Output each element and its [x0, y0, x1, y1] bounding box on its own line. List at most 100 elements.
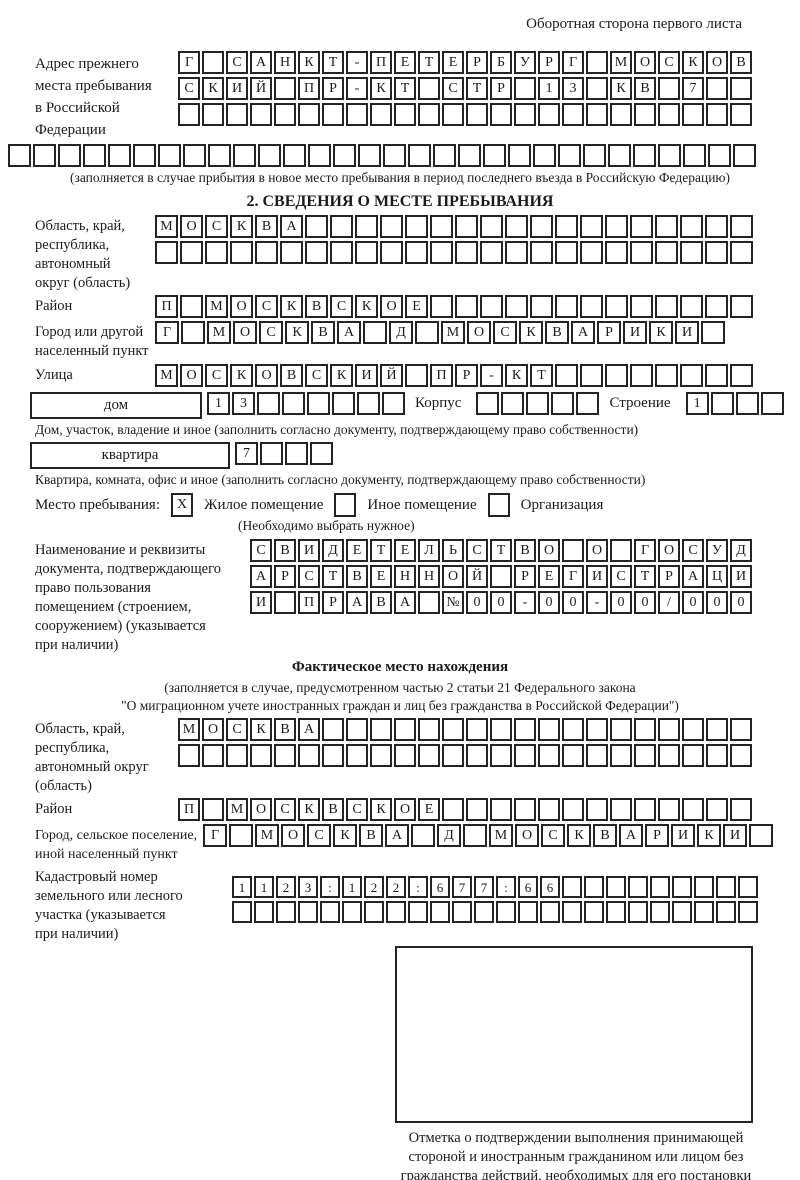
char-cell: [682, 103, 704, 126]
char-cell: 6: [540, 876, 560, 898]
char-cell: [202, 744, 224, 767]
char-cell: А: [280, 215, 303, 238]
prev-address-caption: (заполняется в случае прибытия в новое м…: [69, 170, 731, 185]
char-cell: К: [250, 718, 272, 741]
char-cell: [562, 103, 584, 126]
char-cell: М: [489, 824, 513, 847]
s2-gorod-label: Город или другой населенный пункт: [35, 324, 149, 359]
char-cell: [580, 241, 603, 264]
char-cell: П: [298, 591, 320, 614]
char-cell: [682, 798, 704, 821]
char-cell: [342, 901, 362, 923]
char-cell: 1: [232, 876, 252, 898]
char-cell: К: [230, 215, 253, 238]
inoe-checkbox: [334, 493, 357, 517]
char-cell: [558, 144, 581, 167]
char-cell: Т: [490, 539, 512, 562]
char-cell: [322, 103, 344, 126]
char-cell: [705, 215, 728, 238]
char-cell: [308, 144, 331, 167]
char-cell: [305, 241, 328, 264]
char-cell: П: [155, 295, 178, 318]
char-cell: [505, 295, 528, 318]
char-cell: [455, 241, 478, 264]
char-cell: [634, 103, 656, 126]
char-cell: [108, 144, 131, 167]
char-cell: 6: [518, 876, 538, 898]
char-cell: С: [493, 321, 517, 344]
char-cell: В: [514, 539, 536, 562]
char-cell: [490, 103, 512, 126]
char-cell: С: [346, 798, 368, 821]
char-cell: 2: [364, 876, 384, 898]
char-cell: [630, 241, 653, 264]
char-cell: [655, 241, 678, 264]
char-cell: [634, 718, 656, 741]
char-cell: [418, 77, 440, 100]
char-cell: [608, 144, 631, 167]
char-cell: К: [355, 295, 378, 318]
char-cell: 0: [610, 591, 632, 614]
char-cell: В: [545, 321, 569, 344]
char-cell: [680, 215, 703, 238]
char-cell: А: [682, 565, 704, 588]
char-cell: И: [355, 364, 378, 387]
char-cell: [738, 876, 758, 898]
char-cell: [655, 364, 678, 387]
char-cell: [178, 103, 200, 126]
char-cell: С: [255, 295, 278, 318]
char-cell: А: [298, 718, 320, 741]
char-cell: М: [155, 364, 178, 387]
char-cell: [258, 144, 281, 167]
char-cell: Л: [418, 539, 440, 562]
s2-document-row-3: И П Р А В А № 0 0-0 0-0 0/0 0 0: [250, 591, 752, 614]
char-cell: [322, 744, 344, 767]
char-cell: К: [298, 798, 320, 821]
char-cell: [580, 215, 603, 238]
s2-dom-caption: Дом, участок, владение и иное (заполнить…: [35, 422, 639, 437]
char-cell: [540, 901, 560, 923]
char-cell: [716, 876, 736, 898]
char-cell: [158, 144, 181, 167]
char-cell: Т: [370, 539, 392, 562]
char-cell: [346, 718, 368, 741]
char-cell: [418, 591, 440, 614]
char-cell: [226, 103, 248, 126]
char-cell: [355, 241, 378, 264]
char-cell: [386, 901, 406, 923]
char-cell: И: [586, 565, 608, 588]
char-cell: [706, 77, 728, 100]
char-cell: [605, 364, 628, 387]
char-cell: [442, 103, 464, 126]
char-cell: 3: [232, 392, 255, 415]
char-cell: 0: [490, 591, 512, 614]
char-cell: Й: [380, 364, 403, 387]
char-cell: [83, 144, 106, 167]
char-cell: 3: [562, 77, 584, 100]
char-cell: [533, 144, 556, 167]
char-cell: Р: [274, 565, 296, 588]
char-cell: О: [180, 215, 203, 238]
char-cell: [562, 744, 584, 767]
char-cell: [442, 718, 464, 741]
char-cell: Д: [389, 321, 413, 344]
char-cell: 1: [207, 392, 230, 415]
char-cell: [706, 103, 728, 126]
char-cell: [655, 215, 678, 238]
char-cell: [394, 103, 416, 126]
char-cell: [310, 442, 333, 465]
char-cell: Т: [394, 77, 416, 100]
char-cell: [408, 901, 428, 923]
char-cell: [505, 215, 528, 238]
char-cell: [562, 876, 582, 898]
char-cell: Г: [634, 539, 656, 562]
char-cell: [526, 392, 550, 415]
char-cell: [346, 744, 368, 767]
char-cell: Е: [405, 295, 428, 318]
char-cell: 3: [298, 876, 318, 898]
char-cell: [483, 144, 506, 167]
char-cell: [305, 215, 328, 238]
